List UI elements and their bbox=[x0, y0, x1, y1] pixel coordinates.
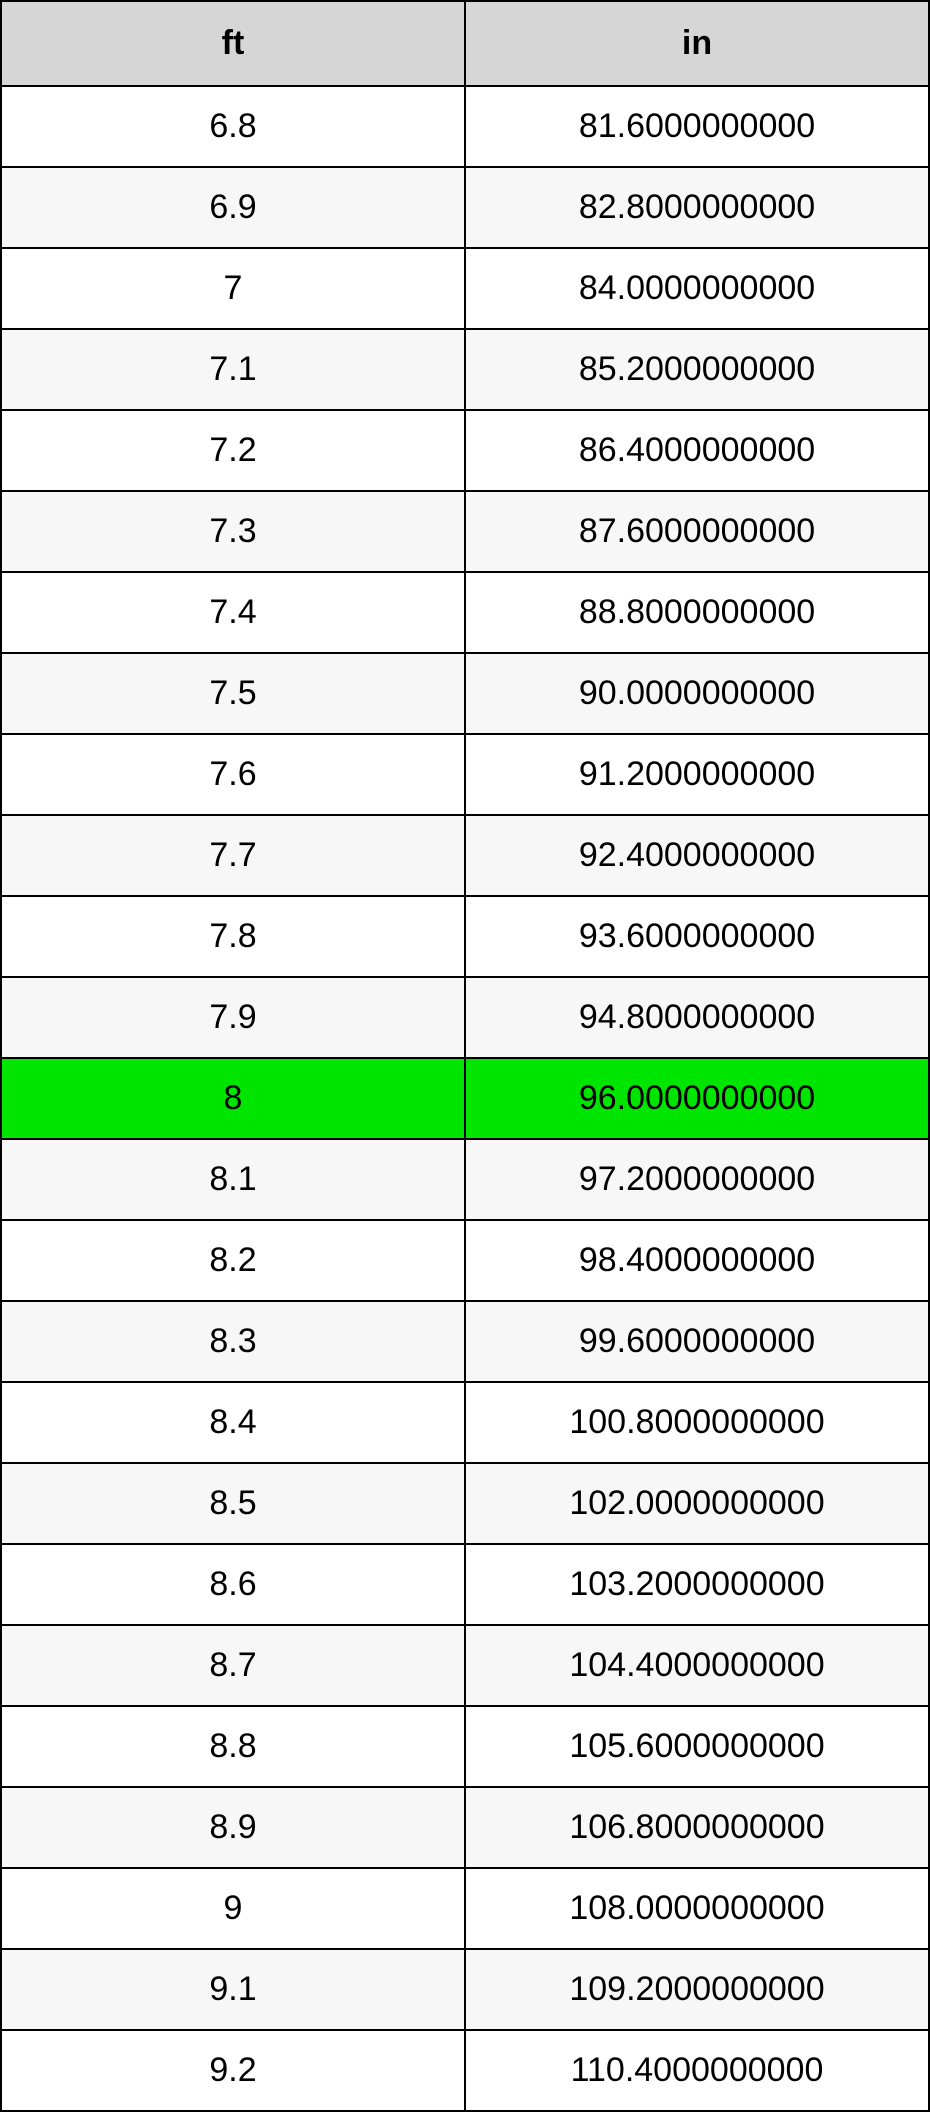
cell-ft: 8.6 bbox=[1, 1544, 465, 1625]
cell-ft: 7.3 bbox=[1, 491, 465, 572]
table-row: 8.399.6000000000 bbox=[1, 1301, 929, 1382]
cell-in: 86.4000000000 bbox=[465, 410, 929, 491]
cell-in: 99.6000000000 bbox=[465, 1301, 929, 1382]
cell-ft: 7.7 bbox=[1, 815, 465, 896]
cell-ft: 8 bbox=[1, 1058, 465, 1139]
cell-in: 104.4000000000 bbox=[465, 1625, 929, 1706]
table-row: 8.197.2000000000 bbox=[1, 1139, 929, 1220]
conversion-table: ft in 6.881.60000000006.982.800000000078… bbox=[0, 0, 930, 2112]
cell-ft: 8.2 bbox=[1, 1220, 465, 1301]
table-row: 9108.0000000000 bbox=[1, 1868, 929, 1949]
cell-ft: 7 bbox=[1, 248, 465, 329]
cell-in: 82.8000000000 bbox=[465, 167, 929, 248]
cell-ft: 7.5 bbox=[1, 653, 465, 734]
cell-in: 96.0000000000 bbox=[465, 1058, 929, 1139]
cell-in: 102.0000000000 bbox=[465, 1463, 929, 1544]
table-row: 7.994.8000000000 bbox=[1, 977, 929, 1058]
cell-in: 100.8000000000 bbox=[465, 1382, 929, 1463]
cell-in: 98.4000000000 bbox=[465, 1220, 929, 1301]
cell-in: 109.2000000000 bbox=[465, 1949, 929, 2030]
table-row: 8.4100.8000000000 bbox=[1, 1382, 929, 1463]
table-header-row: ft in bbox=[1, 1, 929, 86]
cell-ft: 8.9 bbox=[1, 1787, 465, 1868]
column-header-ft: ft bbox=[1, 1, 465, 86]
cell-in: 90.0000000000 bbox=[465, 653, 929, 734]
table-row: 6.881.6000000000 bbox=[1, 86, 929, 167]
cell-in: 97.2000000000 bbox=[465, 1139, 929, 1220]
table-row: 8.5102.0000000000 bbox=[1, 1463, 929, 1544]
cell-ft: 8.5 bbox=[1, 1463, 465, 1544]
table-row: 8.7104.4000000000 bbox=[1, 1625, 929, 1706]
cell-in: 105.6000000000 bbox=[465, 1706, 929, 1787]
cell-in: 85.2000000000 bbox=[465, 329, 929, 410]
cell-ft: 8.1 bbox=[1, 1139, 465, 1220]
cell-in: 81.6000000000 bbox=[465, 86, 929, 167]
cell-ft: 9.2 bbox=[1, 2030, 465, 2111]
table-row: 7.387.6000000000 bbox=[1, 491, 929, 572]
column-header-in: in bbox=[465, 1, 929, 86]
cell-ft: 9.1 bbox=[1, 1949, 465, 2030]
table-row: 6.982.8000000000 bbox=[1, 167, 929, 248]
table-row: 8.9106.8000000000 bbox=[1, 1787, 929, 1868]
table-row: 7.691.2000000000 bbox=[1, 734, 929, 815]
table-row: 7.185.2000000000 bbox=[1, 329, 929, 410]
cell-in: 103.2000000000 bbox=[465, 1544, 929, 1625]
cell-in: 110.4000000000 bbox=[465, 2030, 929, 2111]
table-row: 9.2110.4000000000 bbox=[1, 2030, 929, 2111]
table-row: 8.298.4000000000 bbox=[1, 1220, 929, 1301]
table-row: 7.893.6000000000 bbox=[1, 896, 929, 977]
cell-ft: 7.1 bbox=[1, 329, 465, 410]
cell-in: 108.0000000000 bbox=[465, 1868, 929, 1949]
table-row: 7.488.8000000000 bbox=[1, 572, 929, 653]
cell-ft: 8.8 bbox=[1, 1706, 465, 1787]
cell-ft: 8.7 bbox=[1, 1625, 465, 1706]
cell-ft: 6.9 bbox=[1, 167, 465, 248]
cell-ft: 9 bbox=[1, 1868, 465, 1949]
table-row: 9.1109.2000000000 bbox=[1, 1949, 929, 2030]
cell-ft: 7.4 bbox=[1, 572, 465, 653]
cell-ft: 6.8 bbox=[1, 86, 465, 167]
cell-in: 87.6000000000 bbox=[465, 491, 929, 572]
cell-in: 88.8000000000 bbox=[465, 572, 929, 653]
cell-in: 92.4000000000 bbox=[465, 815, 929, 896]
table-body: 6.881.60000000006.982.8000000000784.0000… bbox=[1, 86, 929, 2111]
cell-ft: 7.8 bbox=[1, 896, 465, 977]
cell-in: 94.8000000000 bbox=[465, 977, 929, 1058]
cell-in: 84.0000000000 bbox=[465, 248, 929, 329]
table-row: 7.792.4000000000 bbox=[1, 815, 929, 896]
table-row: 896.0000000000 bbox=[1, 1058, 929, 1139]
cell-in: 106.8000000000 bbox=[465, 1787, 929, 1868]
table-row: 8.8105.6000000000 bbox=[1, 1706, 929, 1787]
cell-ft: 7.9 bbox=[1, 977, 465, 1058]
cell-ft: 8.4 bbox=[1, 1382, 465, 1463]
table-row: 8.6103.2000000000 bbox=[1, 1544, 929, 1625]
cell-ft: 7.6 bbox=[1, 734, 465, 815]
table-row: 784.0000000000 bbox=[1, 248, 929, 329]
table-row: 7.286.4000000000 bbox=[1, 410, 929, 491]
cell-ft: 7.2 bbox=[1, 410, 465, 491]
cell-in: 93.6000000000 bbox=[465, 896, 929, 977]
cell-in: 91.2000000000 bbox=[465, 734, 929, 815]
cell-ft: 8.3 bbox=[1, 1301, 465, 1382]
table-row: 7.590.0000000000 bbox=[1, 653, 929, 734]
